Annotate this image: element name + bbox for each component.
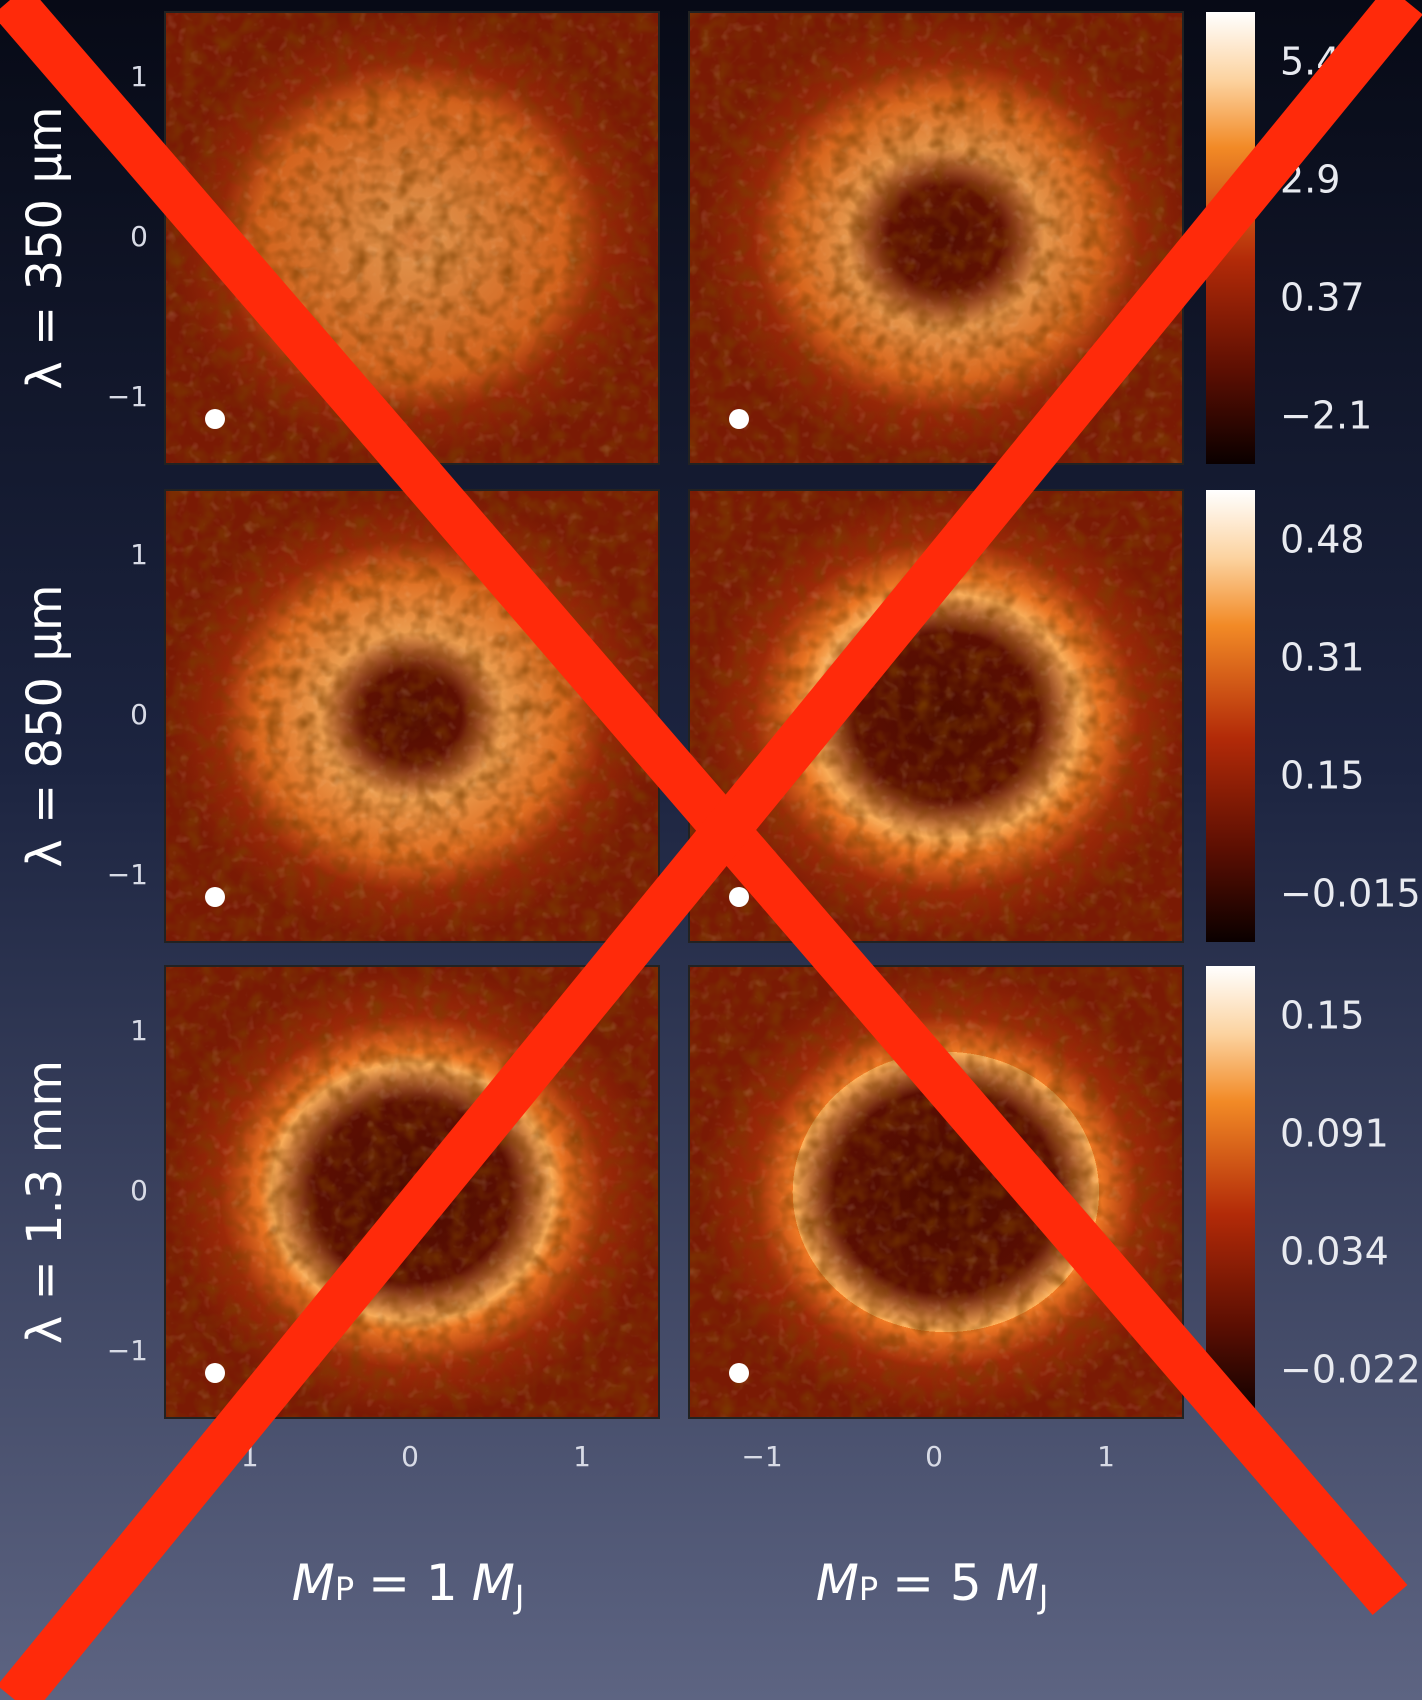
row-label: λ = 350 μm [17,106,73,389]
y-tick-label: 1 [130,538,148,571]
colorbar [1206,966,1255,1418]
mass-value: = 1 [368,1554,458,1612]
unit-subscript: J [513,1578,524,1616]
y-tick-label: 0 [130,220,148,253]
colorbar-label: 0.091 [1280,1112,1389,1156]
colorbar-label: 0.034 [1280,1230,1389,1274]
colorbar-label: −0.022 [1280,1348,1421,1392]
beam-marker [729,409,749,429]
beam-marker [205,887,225,907]
y-tick-label: 0 [130,698,148,731]
mass-symbol: M [292,1554,335,1612]
unit-symbol: M [472,1554,515,1612]
y-tick-label: 1 [130,1014,148,1047]
x-tick-label: 0 [925,1440,943,1473]
colorbar-label: 0.15 [1280,994,1365,1038]
colorbar-label: 0.31 [1280,636,1365,680]
y-tick-label: 0 [130,1174,148,1207]
mass-symbol: M [816,1554,859,1612]
colorbar-label: 0.37 [1280,276,1365,320]
y-tick-label: 1 [130,60,148,93]
mass-subscript: P [335,1570,354,1608]
figure: λ = 350 μm10−15.42.90.37−2.1λ = 850 μm10… [0,0,1422,1700]
y-tick-label: −1 [107,1334,148,1367]
mass-subscript: P [859,1570,878,1608]
y-tick-label: −1 [107,858,148,891]
colorbar-label: 0.48 [1280,518,1365,562]
colorbar-label: −2.1 [1280,394,1372,438]
colorbar-label: −0.015 [1280,872,1421,916]
colorbar [1206,490,1255,942]
x-tick-label: 0 [401,1440,419,1473]
x-tick-label: 1 [573,1440,591,1473]
beam-marker [729,1363,749,1383]
beam-marker [205,409,225,429]
y-tick-label: −1 [107,380,148,413]
row-label: λ = 1.3 mm [17,1060,73,1344]
beam-marker [729,887,749,907]
mass-value: = 5 [892,1554,982,1612]
beam-marker [205,1363,225,1383]
unit-symbol: M [996,1554,1039,1612]
x-tick-label: 1 [1097,1440,1115,1473]
row-label: λ = 850 μm [17,584,73,867]
x-tick-label: −1 [741,1440,782,1473]
noise-texture [165,490,659,942]
unit-subscript: J [1037,1578,1048,1616]
colorbar-label: 0.15 [1280,754,1365,798]
noise-texture [689,966,1183,1418]
